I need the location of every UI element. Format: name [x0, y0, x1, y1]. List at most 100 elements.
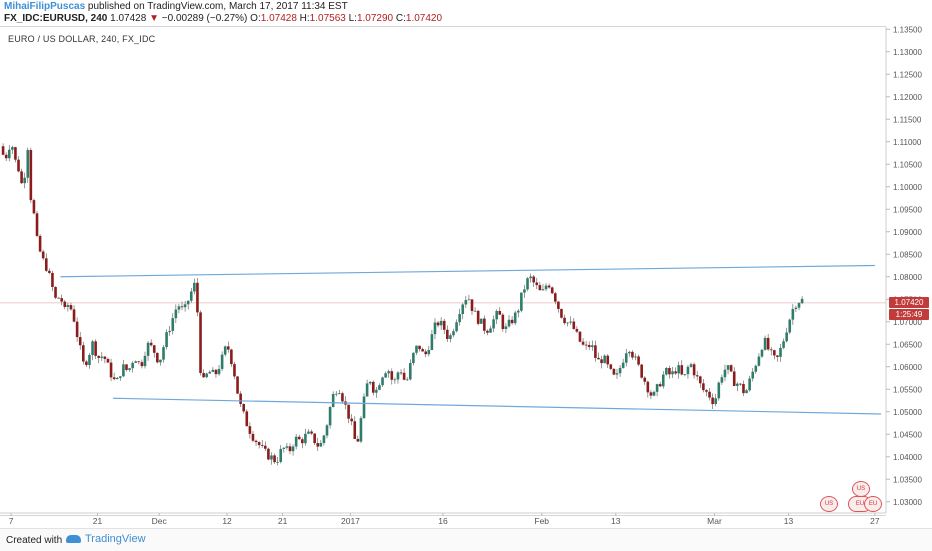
candle-down: [692, 364, 696, 376]
candle-up: [211, 369, 215, 372]
candle-down: [550, 287, 554, 294]
candle-down: [446, 329, 449, 339]
chart-header: MihaiFilipPuscas published on TradingVie…: [0, 0, 932, 26]
candle-up: [7, 149, 11, 159]
candle-up: [384, 373, 387, 378]
y-tick-label: 1.10500: [893, 160, 922, 169]
candle-up: [714, 398, 718, 405]
x-tick-label: 27: [870, 516, 880, 526]
y-tick-label: 1.06000: [893, 363, 922, 372]
candle-down: [695, 375, 699, 377]
candle-up: [285, 446, 289, 448]
candle-down: [399, 372, 403, 374]
x-tick-label: Mar: [707, 516, 722, 526]
candle-down: [510, 319, 514, 324]
candle-up: [785, 332, 788, 342]
candle-down: [112, 377, 116, 380]
y-tick-label: 1.09000: [893, 228, 922, 237]
x-tick-label: 2017: [341, 516, 360, 526]
candle-down: [17, 159, 20, 172]
candle-down: [418, 345, 421, 350]
candle-down: [54, 286, 57, 298]
candle-up: [134, 361, 138, 363]
candle-down: [316, 443, 320, 447]
candle-down: [75, 321, 79, 338]
candle-down: [739, 383, 742, 385]
change-arrow-icon: ▼: [149, 13, 159, 24]
candle-down: [353, 421, 357, 439]
event-flag-icon[interactable]: EU: [864, 496, 882, 512]
candle-up: [26, 150, 30, 178]
candle-up: [11, 147, 14, 150]
candle-down: [313, 433, 316, 444]
candle-up: [760, 349, 764, 357]
last-price-tag: 1.07420: [889, 296, 929, 308]
candle-down: [705, 390, 708, 392]
candle-up: [628, 351, 631, 354]
candle-down: [600, 359, 603, 364]
tradingview-link[interactable]: TradingView: [66, 533, 146, 545]
candle-up: [408, 363, 412, 380]
candle-up: [387, 371, 391, 374]
candle-down: [137, 361, 141, 363]
candle-up: [307, 431, 310, 434]
candle-up: [671, 371, 674, 375]
candle-down: [658, 384, 662, 387]
ohlc-line: FX_IDC:EURUSD, 240 1.07428 ▼ −0.00289 (−…: [4, 13, 442, 24]
candle-up: [162, 347, 165, 360]
candle-up: [720, 377, 724, 383]
candle-down: [85, 361, 88, 366]
candle-up: [128, 368, 131, 370]
x-tick-label: 21: [278, 516, 288, 526]
candle-up: [603, 355, 606, 364]
candle-up: [513, 312, 517, 324]
candle-up: [378, 385, 381, 390]
y-tick-label: 1.07000: [893, 318, 922, 327]
y-tick-label: 1.13500: [893, 25, 922, 34]
candle-up: [520, 292, 523, 311]
candle-down: [41, 251, 45, 259]
candle-up: [165, 332, 168, 348]
candle-down: [597, 357, 600, 360]
candle-up: [88, 354, 91, 366]
candle-down: [109, 362, 113, 378]
candle-down: [640, 364, 643, 378]
candle-down: [1, 146, 5, 155]
candle-down: [239, 393, 242, 404]
candle-up: [375, 389, 378, 393]
candle-up: [449, 335, 452, 339]
author-link[interactable]: MihaiFilipPuscas: [4, 1, 86, 12]
y-tick-label: 1.09500: [893, 205, 922, 214]
candle-up: [782, 341, 785, 348]
high-label: H:: [299, 13, 310, 24]
candle-down: [557, 301, 560, 309]
candle-up: [458, 314, 461, 323]
price-chart[interactable]: 1.03000 1.03500 1.04000 1.04500 1.05000 1.055…: [0, 0, 932, 528]
change-value: −0.00289 (−0.27%): [161, 13, 248, 24]
event-flag-icon[interactable]: US: [852, 481, 870, 497]
event-flag-icon[interactable]: US: [820, 496, 838, 512]
candle-down: [288, 446, 292, 452]
candle-down: [575, 328, 579, 332]
symbol-label[interactable]: FX_IDC:EURUSD, 240: [4, 13, 108, 24]
candle-down: [742, 384, 745, 394]
candle-up: [717, 382, 721, 399]
candle-down: [35, 213, 39, 236]
candle-up: [433, 322, 437, 335]
candle-down: [48, 270, 51, 273]
candle-down: [421, 349, 424, 352]
y-tick-label: 1.03500: [893, 475, 922, 484]
candle-down: [702, 383, 705, 391]
candle-down: [301, 439, 304, 444]
candle-up: [723, 369, 727, 378]
candle-up: [523, 289, 526, 293]
candle-down: [72, 309, 76, 322]
candle-up: [325, 425, 329, 436]
candle-down: [254, 440, 258, 443]
candle-up: [143, 355, 147, 367]
candle-down: [356, 438, 360, 442]
candle-up: [624, 353, 628, 363]
candle-down: [776, 355, 779, 357]
candle-down: [257, 442, 261, 446]
candle-up: [800, 298, 804, 304]
